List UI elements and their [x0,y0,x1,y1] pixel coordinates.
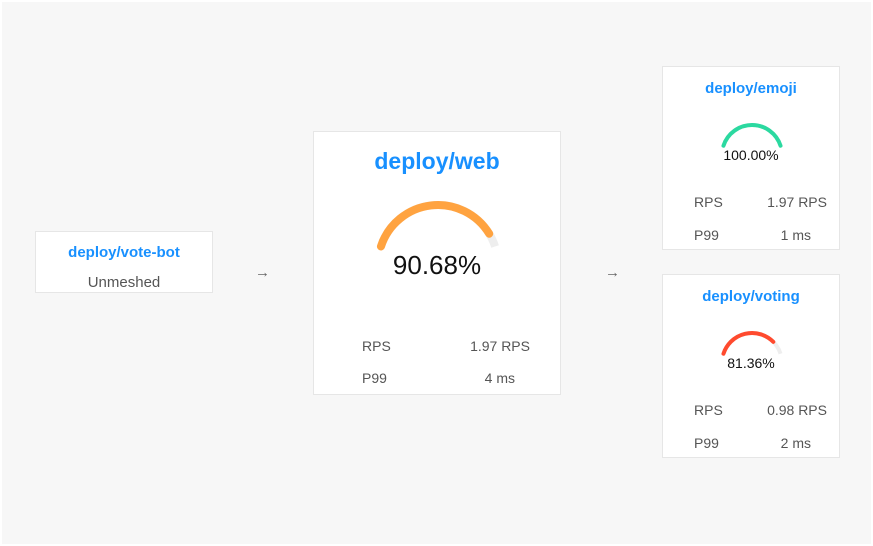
success-gauge [721,123,783,148]
success-gauge [721,331,783,356]
success-rate: 100.00% [723,147,779,163]
rps-label: RPS [694,194,723,210]
p99-label: P99 [694,227,719,243]
rps-value: 1.97 RPS [767,194,827,210]
p99-label: P99 [694,435,719,451]
node-title[interactable]: deploy/emoji [705,80,797,97]
node-emoji[interactable]: deploy/emoji 100.00% RPS 1.97 RPS P99 1 ms [662,66,840,250]
node-title[interactable]: deploy/voting [702,288,800,305]
success-gauge [376,201,499,251]
rps-label: RPS [694,402,723,418]
mesh-status: Unmeshed [87,274,161,291]
node-voting[interactable]: deploy/voting 81.36% RPS 0.98 RPS P99 2 ms [662,274,840,458]
arrow-icon: → [605,264,620,281]
p99-value: 4 ms [484,370,515,386]
rps-value: 1.97 RPS [470,338,530,354]
node-title[interactable]: deploy/vote-bot [68,244,180,261]
gauge-fill [376,201,494,251]
p99-value: 1 ms [780,227,811,243]
node-title[interactable]: deploy/web [374,148,500,174]
node-vote-bot[interactable]: deploy/vote-bot Unmeshed [35,231,213,293]
success-rate: 90.68% [392,250,482,280]
gauge-fill [721,123,783,148]
gauge-fill [721,331,776,356]
rps-value: 0.98 RPS [767,402,827,418]
p99-label: P99 [362,370,387,386]
arrow-icon: → [255,264,270,281]
gauge-track [377,201,499,248]
rps-label: RPS [362,338,391,354]
p99-value: 2 ms [780,435,811,451]
node-web[interactable]: deploy/web 90.68% RPS 1.97 RPS P99 4 ms [313,131,561,395]
success-rate: 81.36% [727,355,775,371]
gauge-track [721,123,783,147]
